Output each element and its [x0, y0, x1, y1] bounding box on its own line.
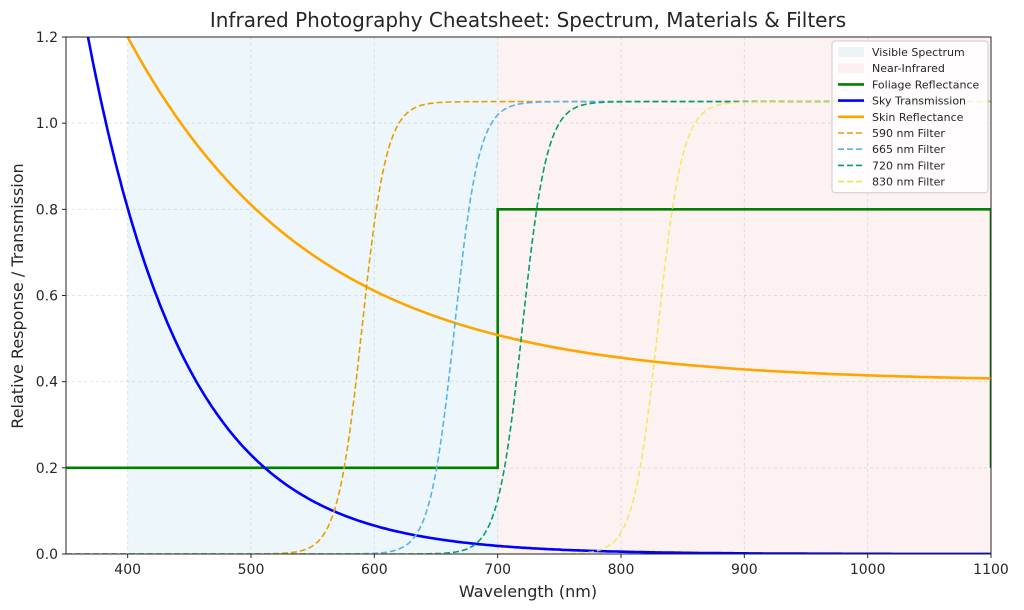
legend-label: 830 nm Filter [872, 176, 945, 189]
legend-swatch [838, 47, 864, 57]
legend-label: 590 nm Filter [872, 127, 945, 140]
x-tick-label: 400 [114, 562, 141, 578]
x-tick-label: 1100 [973, 562, 1009, 578]
legend-label: Foliage Reflectance [872, 78, 979, 91]
x-tick-label: 700 [484, 562, 511, 578]
x-tick-label: 900 [731, 562, 758, 578]
y-tick-label: 0.4 [36, 375, 58, 391]
y-tick-label: 1.2 [36, 30, 58, 46]
series-skin-reflectance [126, 37, 991, 380]
legend-label: Near-Infrared [872, 62, 945, 75]
legend-label: 720 nm Filter [872, 159, 945, 172]
chart-title: Infrared Photography Cheatsheet: Spectru… [210, 8, 846, 32]
legend-label: Skin Reflectance [872, 111, 964, 124]
x-tick-label: 1000 [850, 562, 886, 578]
x-axis-label: Wavelength (nm) [459, 582, 597, 601]
x-tick-label: 800 [608, 562, 635, 578]
legend-label: Sky Transmission [872, 95, 966, 108]
y-tick-label: 0.2 [36, 461, 58, 477]
y-tick-label: 0.8 [36, 202, 58, 218]
y-tick-label: 1.0 [36, 116, 58, 132]
x-tick-label: 500 [238, 562, 265, 578]
series-foliage-reflectance [66, 208, 991, 470]
legend-swatch [838, 63, 864, 74]
x-tick-label: 600 [361, 562, 388, 578]
y-tick-label: 0.6 [36, 289, 58, 305]
legend-label: 665 nm Filter [872, 143, 945, 156]
legend-label: Visible Spectrum [872, 46, 965, 59]
legend-box [831, 40, 989, 194]
y-tick-label: 0.0 [36, 547, 58, 563]
y-axis-label: Relative Response / Transmission [8, 163, 27, 428]
